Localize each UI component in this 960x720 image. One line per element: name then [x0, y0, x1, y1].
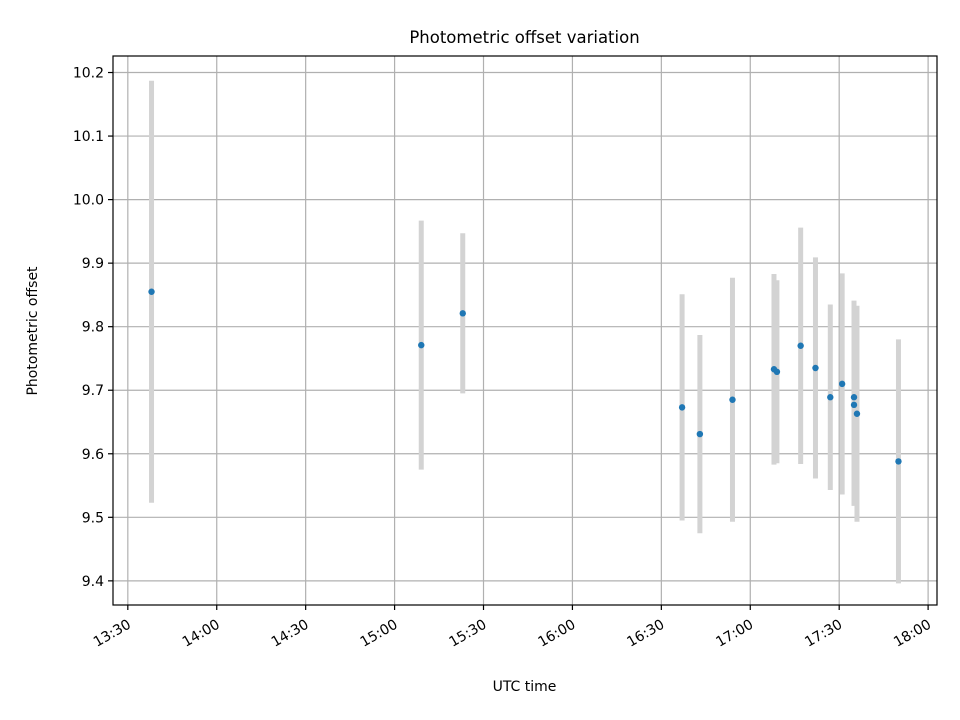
grid: [113, 56, 937, 605]
data-point: [827, 394, 834, 401]
data-point: [148, 288, 155, 295]
data-point: [895, 458, 902, 465]
y-tick-label: 10.1: [73, 129, 104, 145]
y-tick-label: 9.8: [82, 320, 104, 336]
axis-ticks: [108, 71, 929, 610]
data-point: [729, 396, 736, 403]
data-point: [459, 310, 466, 317]
plot-area-frame: [112, 55, 938, 606]
data-point: [678, 404, 686, 411]
y-tick-label: 9.9: [82, 256, 104, 272]
y-tick-label: 10.0: [73, 193, 104, 209]
data-point: [850, 401, 858, 409]
data-point: [850, 394, 858, 401]
y-tick-label: 9.5: [82, 510, 104, 526]
data-point: [838, 380, 846, 388]
data-point: [696, 430, 704, 438]
data-points: [148, 288, 902, 465]
chart-title: Photometric offset variation: [409, 28, 639, 47]
y-tick-label: 9.7: [82, 383, 104, 399]
y-tick-label: 10.2: [73, 66, 104, 82]
y-tick-label: 9.4: [82, 574, 104, 590]
y-axis-label: Photometric offset: [25, 266, 41, 396]
y-tick-label: 9.6: [82, 447, 104, 463]
x-axis-label: UTC time: [493, 679, 557, 695]
data-point: [853, 410, 861, 417]
data-point: [797, 342, 804, 349]
data-point: [812, 364, 819, 372]
data-point: [418, 341, 425, 349]
data-point: [773, 368, 781, 376]
